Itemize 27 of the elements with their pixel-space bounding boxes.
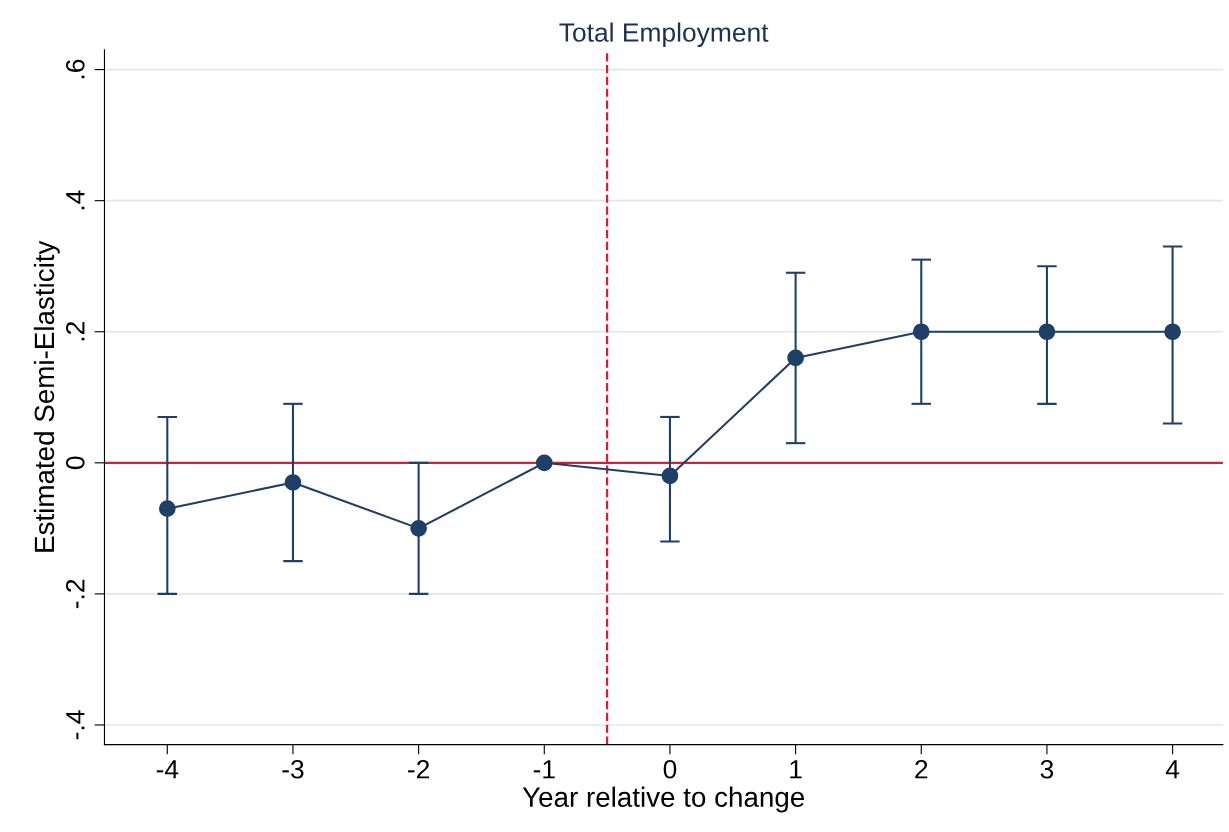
y-tick-label: -.2 bbox=[65, 579, 85, 609]
y-tick-label: .2 bbox=[65, 322, 85, 341]
x-tick-label: -4 bbox=[156, 760, 179, 779]
x-tick-label: 1 bbox=[790, 760, 802, 779]
point bbox=[1038, 323, 1056, 341]
point bbox=[787, 349, 804, 367]
point bbox=[158, 500, 176, 518]
y-tick-label: .6 bbox=[65, 59, 85, 79]
y-tick-label: -.4 bbox=[66, 710, 85, 740]
point bbox=[284, 474, 302, 491]
point bbox=[912, 323, 930, 341]
x-tick-label: -1 bbox=[533, 760, 555, 779]
point bbox=[410, 520, 427, 537]
point bbox=[1164, 323, 1181, 341]
x-tick-label: 3 bbox=[1040, 759, 1054, 779]
y-tick-label: .4 bbox=[66, 190, 85, 210]
chart-title: Total Employment bbox=[559, 22, 769, 48]
x-tick-label: -2 bbox=[408, 759, 430, 779]
x-tick-label: 0 bbox=[663, 759, 677, 779]
x-tick-label: 2 bbox=[915, 759, 928, 779]
y-tick-label: 0 bbox=[65, 456, 85, 470]
point bbox=[661, 467, 679, 485]
point bbox=[535, 454, 553, 472]
x-tick-label: -3 bbox=[282, 759, 304, 779]
x-tick-label: 4 bbox=[1165, 760, 1180, 779]
x-axis-title: Year relative to change bbox=[522, 786, 804, 813]
y-axis-title: Estimated Semi-Elasticity bbox=[33, 240, 60, 552]
